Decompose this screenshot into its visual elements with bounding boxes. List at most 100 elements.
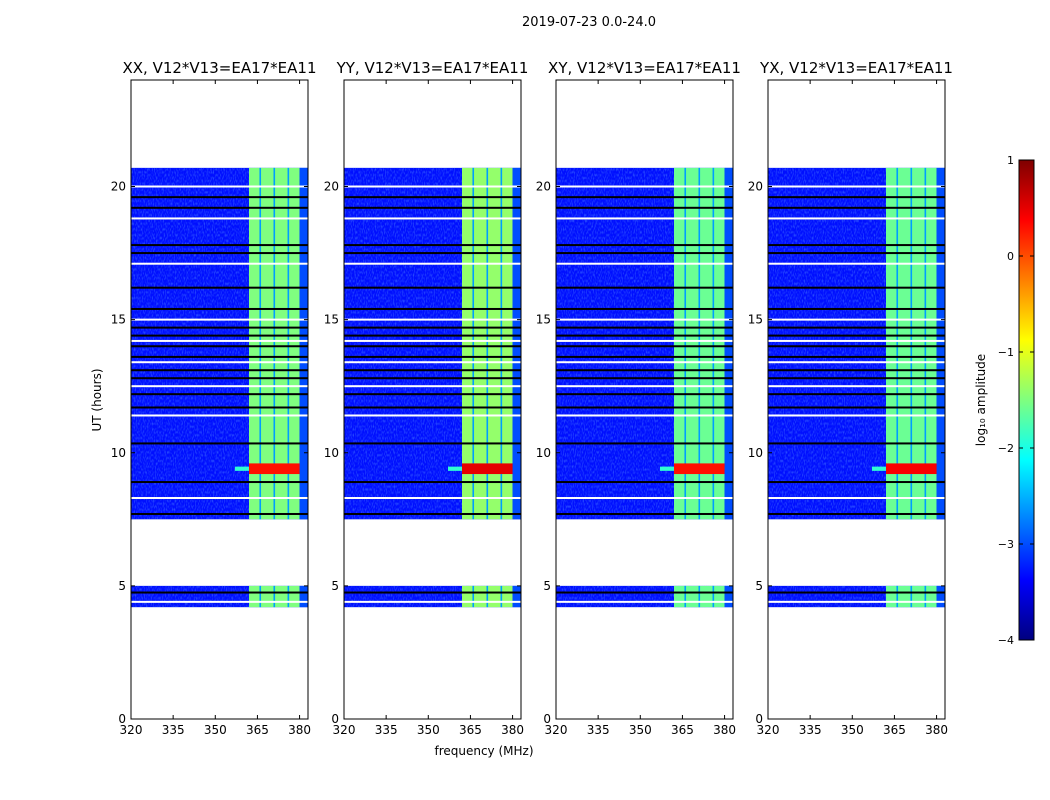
panel-title: XY, V12*V13=EA17*EA11 (548, 59, 741, 77)
panel-3: XY, V12*V13=EA17*EA11 320 335 350 365 380 0 5 10… (536, 59, 741, 737)
flag-row (768, 252, 945, 255)
flag-row (768, 307, 945, 310)
band-edge-strip (724, 585, 733, 608)
flag-row (768, 481, 945, 484)
x-tick-label: 380 (288, 723, 311, 737)
colorbar-ticks: 1 0 −1 −2 −3 −4 (998, 154, 1034, 647)
flag-row (344, 393, 521, 396)
colorbar-tick-label: −4 (998, 634, 1014, 647)
flag-row (768, 334, 945, 337)
flag-row (556, 600, 733, 603)
flag-row (344, 414, 521, 417)
flag-row (768, 217, 945, 220)
x-tick-label: 365 (246, 723, 269, 737)
flag-row (344, 326, 521, 329)
panel-title: YY, V12*V13=EA17*EA11 (336, 59, 529, 77)
flag-row (344, 334, 521, 337)
flag-row (556, 339, 733, 342)
flag-row (344, 369, 521, 372)
x-tick-label: 320 (757, 723, 780, 737)
x-tick-label: 335 (587, 723, 610, 737)
panel-2: YY, V12*V13=EA17*EA11 320 335 350 365 380 0 5 10… (324, 59, 529, 737)
flag-row (556, 442, 733, 445)
flag-row (556, 512, 733, 515)
flag-row (131, 244, 308, 247)
flag-row (344, 206, 521, 209)
rfi-burst (886, 463, 937, 475)
subband-gap (500, 585, 503, 608)
subband-gap (472, 167, 475, 520)
flag-row (768, 355, 945, 358)
x-tick-label: 335 (799, 723, 822, 737)
flag-row (556, 393, 733, 396)
flag-row (131, 307, 308, 310)
colorbar-tick-label: −3 (998, 538, 1014, 551)
subband-gap (698, 585, 701, 608)
x-axis-label: frequency (MHz) (434, 744, 533, 758)
flag-row (556, 406, 733, 409)
flag-row (556, 307, 733, 310)
flag-row (768, 414, 945, 417)
flag-row (768, 318, 945, 321)
colorbar-tick-label: −2 (998, 442, 1014, 455)
y-tick-label: 5 (118, 579, 126, 593)
flag-row (768, 497, 945, 500)
subband-gap (259, 585, 262, 608)
flag-row (131, 318, 308, 321)
flag-row (768, 385, 945, 388)
flag-row (768, 244, 945, 247)
y-tick-label: 0 (543, 712, 551, 726)
subband-gap (273, 167, 276, 520)
panel-title: YX, V12*V13=EA17*EA11 (759, 59, 953, 77)
subband-gap (684, 585, 687, 608)
flag-row (556, 185, 733, 188)
rfi-burst (674, 463, 725, 475)
flag-row (556, 345, 733, 348)
subband-gap (896, 585, 899, 608)
flag-row (768, 286, 945, 289)
y-tick-label: 10 (111, 446, 126, 460)
flag-row (556, 377, 733, 380)
flag-row (344, 591, 521, 594)
x-tick-label: 320 (545, 723, 568, 737)
x-tick-label: 365 (459, 723, 482, 737)
x-tick-label: 350 (417, 723, 440, 737)
flag-row (131, 326, 308, 329)
flag-row (131, 196, 308, 199)
y-tick-label: 20 (324, 180, 339, 194)
flag-row (344, 497, 521, 500)
subband-gap (287, 167, 290, 520)
subband-gap (259, 167, 262, 520)
flag-row (131, 406, 308, 409)
flag-row (131, 339, 308, 342)
band-edge-strip (512, 585, 521, 608)
band-edge-strip (724, 167, 733, 520)
flag-row (768, 377, 945, 380)
flag-row (344, 252, 521, 255)
flag-row (556, 334, 733, 337)
flag-row (768, 339, 945, 342)
y-tick-label: 0 (118, 712, 126, 726)
y-tick-label: 0 (331, 712, 339, 726)
colorbar: 1 0 −1 −2 −3 −4 log₁₀ amplitude (974, 154, 1035, 647)
subband-gap (924, 167, 927, 520)
flag-row (131, 206, 308, 209)
flag-row (131, 377, 308, 380)
y-tick-label: 10 (748, 446, 763, 460)
flag-row (344, 286, 521, 289)
flag-row (768, 591, 945, 594)
y-tick-label: 15 (748, 313, 763, 327)
flag-row (131, 512, 308, 515)
flag-row (556, 196, 733, 199)
flag-row (556, 591, 733, 594)
panel-1: XX, V12*V13=EA17*EA11 320 335 350 365 380 0 5 10… (111, 59, 317, 737)
y-tick-label: 10 (324, 446, 339, 460)
flag-row (344, 318, 521, 321)
flag-row (344, 339, 521, 342)
flag-row (556, 361, 733, 364)
flag-row (131, 497, 308, 500)
flag-row (556, 355, 733, 358)
x-tick-label: 335 (162, 723, 185, 737)
flag-row (344, 307, 521, 310)
y-tick-label: 5 (331, 579, 339, 593)
